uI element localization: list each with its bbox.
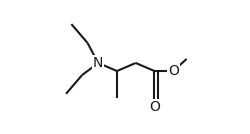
Text: N: N xyxy=(93,56,104,70)
Text: O: O xyxy=(168,64,179,78)
Text: O: O xyxy=(149,100,160,114)
